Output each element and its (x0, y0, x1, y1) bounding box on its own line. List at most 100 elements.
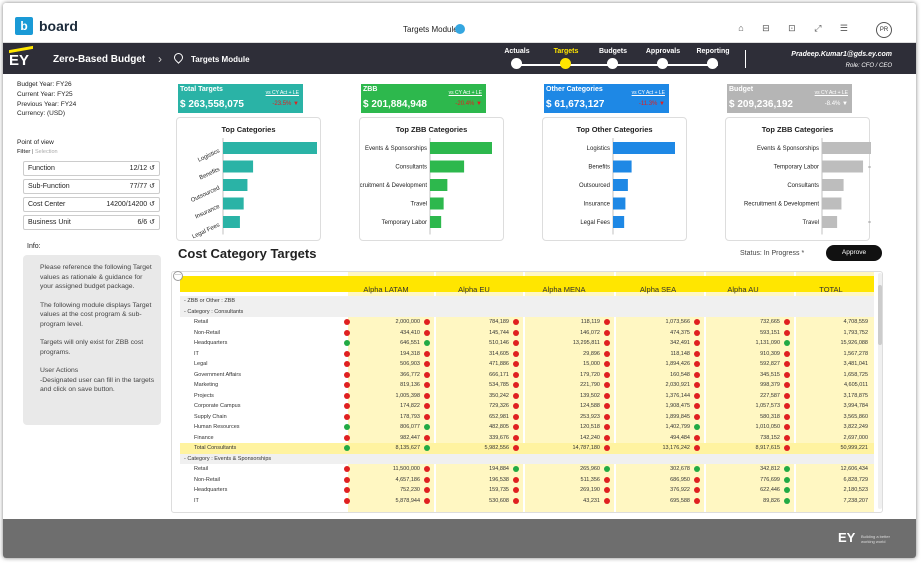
table-row[interactable]: Government Affairs 366,772 666,171 179,720 1… (180, 370, 874, 381)
column-header[interactable]: Alpha LATAM (363, 285, 409, 294)
cell-value[interactable]: 29,896 (583, 350, 600, 357)
table-row[interactable]: Human Resources 806,077 482,805 120,518 1,40… (180, 422, 874, 433)
kpi-compare-link[interactable]: vs CY Act + LE (814, 90, 848, 96)
table-row[interactable]: Non-Retail 434,410 145,744 146,072 474,375 59… (180, 328, 874, 339)
toolbar-icons[interactable]: ⌂ ⊟ ⊡ ⤢ ☰ (738, 23, 856, 33)
cell-value[interactable]: 221,790 (580, 382, 600, 388)
cell-value[interactable]: 1,057,573 (755, 403, 780, 409)
cell-value[interactable]: 4,657,186 (395, 476, 420, 483)
kpi-card-zbb[interactable]: ZBB vs CY Act + LE $ 201,884,948 -20.4% ▼ (361, 84, 486, 113)
cell-value[interactable]: 732,665 (760, 319, 780, 325)
column-header[interactable]: Alpha AU (727, 285, 759, 294)
cell-value[interactable]: 998,379 (760, 382, 780, 388)
kpi-compare-link[interactable]: vs CY Act + LE (265, 90, 299, 96)
total-row[interactable]: Total Consultants 8,135,627 5,982,556 14,78… (180, 443, 874, 454)
cell-value[interactable]: 15,000 (583, 361, 600, 367)
cell-value[interactable]: 530,608 (489, 497, 509, 504)
cell-value[interactable]: 159,735 (489, 487, 509, 493)
cell-value[interactable]: 729,326 (489, 403, 509, 409)
cell-value[interactable]: 345,515 (760, 371, 780, 378)
bar-temporary-labor[interactable] (822, 160, 864, 173)
step-actuals[interactable]: Actuals (492, 48, 542, 69)
board-logo-icon[interactable]: b (15, 17, 33, 35)
filter-value[interactable]: 77/77 ↺ (129, 183, 155, 190)
cell-value[interactable]: 819,136 (400, 382, 420, 388)
cell-value[interactable]: 302,678 (670, 466, 690, 472)
cell-value[interactable]: 376,922 (670, 487, 690, 493)
kpi-card-total-targets[interactable]: Total Targets vs CY Act + LE $ 263,558,075… (178, 84, 303, 113)
cell-value[interactable]: 806,077 (400, 424, 420, 430)
filter-business-unit[interactable]: Business Unit 6/6 ↺ (23, 215, 160, 230)
step-targets[interactable]: Targets (541, 48, 591, 69)
table-row[interactable]: Headquarters 752,230 159,735 269,190 376,922… (180, 485, 874, 496)
column-header[interactable]: Alpha EU (458, 285, 490, 294)
cell-value[interactable]: 474,375 (670, 329, 690, 336)
filter-sub-function[interactable]: Sub-Function 77/77 ↺ (23, 179, 160, 194)
bar-travel[interactable] (822, 216, 838, 228)
bar-logistics[interactable] (223, 142, 317, 154)
step-dot[interactable] (560, 58, 571, 69)
cell-value[interactable]: 534,785 (489, 382, 509, 388)
cell-value[interactable]: 174,822 (400, 403, 420, 409)
step-dot[interactable] (607, 58, 618, 69)
table-row[interactable]: Corporate Campus 174,822 729,326 124,588 1,9… (180, 401, 874, 412)
table-row[interactable]: Supply Chain 178,793 652,981 253,923 1,899,8… (180, 412, 874, 423)
filter-value[interactable]: 6/6 ↺ (137, 219, 155, 226)
table-row[interactable]: Finance 982,447 339,676 142,240 494,484 738,1… (180, 433, 874, 444)
step-dot[interactable] (707, 58, 718, 69)
cell-value[interactable]: 471,886 (489, 361, 509, 367)
cell-value[interactable]: 342,491 (670, 340, 690, 346)
table-row[interactable]: Non-Retail 4,657,186 196,538 511,356 686,950… (180, 475, 874, 486)
cell-value[interactable]: 646,551 (400, 340, 420, 346)
cell-value[interactable]: 89,826 (763, 497, 780, 504)
bar-legal-fees[interactable] (613, 216, 625, 228)
cell-value[interactable]: 118,119 (580, 319, 600, 325)
cell-value[interactable]: 160,548 (670, 371, 690, 378)
group-row[interactable]: - ZBB or Other : ZBB (180, 296, 874, 307)
step-approvals[interactable]: Approvals (638, 48, 688, 69)
kpi-card-budget[interactable]: Budget vs CY Act + LE $ 209,236,192 -8.4% ▼ (727, 84, 852, 113)
cell-value[interactable]: 580,318 (760, 413, 780, 420)
cell-value[interactable]: 43,231 (583, 497, 600, 504)
filter-cost-center[interactable]: Cost Center 14200/14200 ↺ (23, 197, 160, 212)
cell-value[interactable]: 8,135,627 (395, 445, 420, 451)
more-options-icon[interactable]: ··· (173, 271, 183, 281)
cell-value[interactable]: 506,903 (400, 361, 420, 367)
cell-value[interactable]: 910,309 (760, 350, 780, 357)
bar-events-sponsorships[interactable] (430, 142, 492, 154)
cell-value[interactable]: 342,812 (760, 466, 780, 472)
cell-value[interactable]: 194,884 (489, 466, 509, 472)
kpi-card-other-categories[interactable]: Other Categories vs CY Act + LE $ 61,673,1… (544, 84, 669, 113)
bar-recruitment-development[interactable] (430, 179, 448, 191)
cell-value[interactable]: 482,805 (489, 424, 509, 430)
cell-value[interactable]: 2,000,000 (395, 319, 420, 325)
avatar[interactable]: PR (876, 22, 892, 38)
cell-value[interactable]: 593,151 (760, 329, 780, 336)
step-budgets[interactable]: Budgets (588, 48, 638, 69)
cell-value[interactable]: 14,787,180 (572, 445, 600, 451)
step-dot[interactable] (511, 58, 522, 69)
cell-value[interactable]: 179,720 (580, 371, 600, 378)
cell-value[interactable]: 695,588 (670, 497, 690, 504)
cell-value[interactable]: 13,176,242 (662, 445, 690, 451)
cell-value[interactable]: 776,699 (760, 476, 780, 483)
filter-tab[interactable]: Filter (17, 149, 31, 155)
cell-value[interactable]: 265,960 (580, 466, 600, 472)
cell-value[interactable]: 511,356 (580, 476, 600, 483)
bar-consultants[interactable] (430, 160, 465, 173)
cell-value[interactable]: 118,148 (670, 350, 690, 357)
cell-value[interactable]: 145,744 (489, 329, 509, 336)
cell-value[interactable]: 1,010,050 (755, 424, 780, 430)
bar-consultants[interactable] (822, 179, 844, 191)
cell-value[interactable]: 227,587 (760, 392, 780, 399)
kpi-compare-link[interactable]: vs CY Act + LE (448, 90, 482, 96)
bar-recruitment-development[interactable] (822, 197, 842, 210)
bar-benefits[interactable] (613, 160, 632, 173)
bar-benefits[interactable] (223, 160, 254, 173)
table-row[interactable]: Retail 11,500,000 194,884 265,960 302,678 342… (180, 464, 874, 475)
filter-value[interactable]: 12/12 ↺ (129, 165, 155, 172)
cell-value[interactable]: 194,318 (400, 350, 420, 357)
cell-value[interactable]: 2,030,921 (665, 382, 690, 388)
cell-value[interactable]: 1,005,398 (395, 392, 420, 399)
cell-value[interactable]: 269,190 (580, 487, 600, 493)
